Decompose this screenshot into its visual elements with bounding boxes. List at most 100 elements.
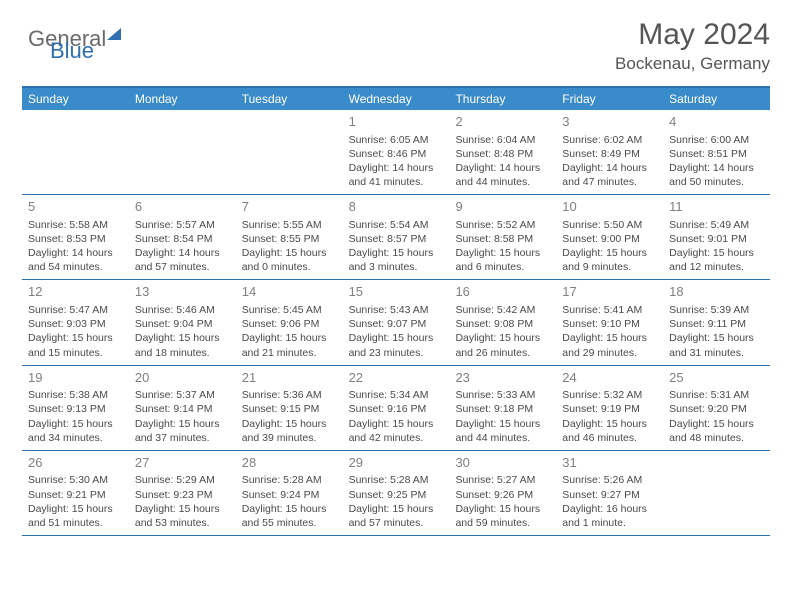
daylight-text: Daylight: 14 hours and 57 minutes.	[135, 246, 230, 274]
day-number: 10	[562, 198, 657, 216]
dow-tuesday: Tuesday	[236, 88, 343, 110]
daylight-text: Daylight: 15 hours and 59 minutes.	[455, 502, 550, 530]
daylight-text: Daylight: 14 hours and 41 minutes.	[349, 161, 444, 189]
sunrise-text: Sunrise: 5:57 AM	[135, 218, 230, 232]
day-number: 15	[349, 283, 444, 301]
dow-friday: Friday	[556, 88, 663, 110]
daylight-text: Daylight: 15 hours and 34 minutes.	[28, 417, 123, 445]
calendar-page: General May 2024 Bockenau, Germany Blue …	[0, 0, 792, 554]
day-number: 6	[135, 198, 230, 216]
day-cell: 17Sunrise: 5:41 AMSunset: 9:10 PMDayligh…	[556, 280, 663, 364]
day-cell: 25Sunrise: 5:31 AMSunset: 9:20 PMDayligh…	[663, 366, 770, 450]
daylight-text: Daylight: 15 hours and 6 minutes.	[455, 246, 550, 274]
sunrise-text: Sunrise: 5:30 AM	[28, 473, 123, 487]
sunset-text: Sunset: 8:54 PM	[135, 232, 230, 246]
sunrise-text: Sunrise: 5:42 AM	[455, 303, 550, 317]
day-cell: 23Sunrise: 5:33 AMSunset: 9:18 PMDayligh…	[449, 366, 556, 450]
sunrise-text: Sunrise: 5:43 AM	[349, 303, 444, 317]
day-cell: 24Sunrise: 5:32 AMSunset: 9:19 PMDayligh…	[556, 366, 663, 450]
day-cell: 4Sunrise: 6:00 AMSunset: 8:51 PMDaylight…	[663, 110, 770, 194]
day-number: 26	[28, 454, 123, 472]
day-cell: 3Sunrise: 6:02 AMSunset: 8:49 PMDaylight…	[556, 110, 663, 194]
sunset-text: Sunset: 8:51 PM	[669, 147, 764, 161]
sunset-text: Sunset: 8:55 PM	[242, 232, 337, 246]
day-cell: 18Sunrise: 5:39 AMSunset: 9:11 PMDayligh…	[663, 280, 770, 364]
day-number: 25	[669, 369, 764, 387]
sunset-text: Sunset: 9:13 PM	[28, 402, 123, 416]
day-cell: 12Sunrise: 5:47 AMSunset: 9:03 PMDayligh…	[22, 280, 129, 364]
daylight-text: Daylight: 15 hours and 9 minutes.	[562, 246, 657, 274]
sunrise-text: Sunrise: 6:00 AM	[669, 133, 764, 147]
sunrise-text: Sunrise: 5:37 AM	[135, 388, 230, 402]
sunset-text: Sunset: 9:20 PM	[669, 402, 764, 416]
sunset-text: Sunset: 9:11 PM	[669, 317, 764, 331]
sunrise-text: Sunrise: 5:39 AM	[669, 303, 764, 317]
daylight-text: Daylight: 15 hours and 39 minutes.	[242, 417, 337, 445]
daylight-text: Daylight: 15 hours and 37 minutes.	[135, 417, 230, 445]
day-number: 23	[455, 369, 550, 387]
day-cell: 6 Sunrise: 5:57 AMSunset: 8:54 PMDaylight…	[129, 195, 236, 279]
sunset-text: Sunset: 8:46 PM	[349, 147, 444, 161]
day-cell: 16Sunrise: 5:42 AMSunset: 9:08 PMDayligh…	[449, 280, 556, 364]
daylight-text: Daylight: 15 hours and 51 minutes.	[28, 502, 123, 530]
day-cell: 19Sunrise: 5:38 AMSunset: 9:13 PMDayligh…	[22, 366, 129, 450]
sunrise-text: Sunrise: 5:28 AM	[349, 473, 444, 487]
day-number: 21	[242, 369, 337, 387]
daylight-text: Daylight: 14 hours and 50 minutes.	[669, 161, 764, 189]
day-number: 3	[562, 113, 657, 131]
daylight-text: Daylight: 14 hours and 44 minutes.	[455, 161, 550, 189]
day-cell: 20Sunrise: 5:37 AMSunset: 9:14 PMDayligh…	[129, 366, 236, 450]
dow-wednesday: Wednesday	[343, 88, 450, 110]
sunset-text: Sunset: 9:23 PM	[135, 488, 230, 502]
logo-text-blue: Blue	[50, 38, 94, 63]
day-number: 5	[28, 198, 123, 216]
week-row: 26Sunrise: 5:30 AMSunset: 9:21 PMDayligh…	[22, 451, 770, 536]
day-cell: 1Sunrise: 6:05 AMSunset: 8:46 PMDaylight…	[343, 110, 450, 194]
day-cell	[129, 110, 236, 194]
sunset-text: Sunset: 9:00 PM	[562, 232, 657, 246]
day-number: 13	[135, 283, 230, 301]
sunrise-text: Sunrise: 5:33 AM	[455, 388, 550, 402]
sunset-text: Sunset: 9:25 PM	[349, 488, 444, 502]
sunset-text: Sunset: 9:06 PM	[242, 317, 337, 331]
sunrise-text: Sunrise: 6:04 AM	[455, 133, 550, 147]
sunrise-text: Sunrise: 5:38 AM	[28, 388, 123, 402]
sunrise-text: Sunrise: 6:02 AM	[562, 133, 657, 147]
sunrise-text: Sunrise: 5:55 AM	[242, 218, 337, 232]
day-cell: 11Sunrise: 5:49 AMSunset: 9:01 PMDayligh…	[663, 195, 770, 279]
sunrise-text: Sunrise: 5:49 AM	[669, 218, 764, 232]
calendar-grid: Sunday Monday Tuesday Wednesday Thursday…	[22, 86, 770, 536]
sunset-text: Sunset: 9:08 PM	[455, 317, 550, 331]
day-cell: 26Sunrise: 5:30 AMSunset: 9:21 PMDayligh…	[22, 451, 129, 535]
day-cell: 10Sunrise: 5:50 AMSunset: 9:00 PMDayligh…	[556, 195, 663, 279]
day-cell	[22, 110, 129, 194]
day-number: 7	[242, 198, 337, 216]
day-number: 9	[455, 198, 550, 216]
daylight-text: Daylight: 15 hours and 12 minutes.	[669, 246, 764, 274]
day-number: 27	[135, 454, 230, 472]
sunrise-text: Sunrise: 5:54 AM	[349, 218, 444, 232]
daylight-text: Daylight: 15 hours and 0 minutes.	[242, 246, 337, 274]
day-cell: 8Sunrise: 5:54 AMSunset: 8:57 PMDaylight…	[343, 195, 450, 279]
dow-monday: Monday	[129, 88, 236, 110]
day-number: 16	[455, 283, 550, 301]
daylight-text: Daylight: 16 hours and 1 minute.	[562, 502, 657, 530]
day-number: 2	[455, 113, 550, 131]
title-block: May 2024 Bockenau, Germany	[615, 18, 770, 74]
day-cell: 30Sunrise: 5:27 AMSunset: 9:26 PMDayligh…	[449, 451, 556, 535]
week-row: 5Sunrise: 5:58 AMSunset: 8:53 PMDaylight…	[22, 195, 770, 280]
daylight-text: Daylight: 15 hours and 21 minutes.	[242, 331, 337, 359]
sunrise-text: Sunrise: 6:05 AM	[349, 133, 444, 147]
day-number: 29	[349, 454, 444, 472]
daylight-text: Daylight: 15 hours and 48 minutes.	[669, 417, 764, 445]
day-cell: 28Sunrise: 5:28 AMSunset: 9:24 PMDayligh…	[236, 451, 343, 535]
sunset-text: Sunset: 9:18 PM	[455, 402, 550, 416]
day-cell: 5Sunrise: 5:58 AMSunset: 8:53 PMDaylight…	[22, 195, 129, 279]
day-cell: 31Sunrise: 5:26 AMSunset: 9:27 PMDayligh…	[556, 451, 663, 535]
day-cell: 7 Sunrise: 5:55 AMSunset: 8:55 PMDaylight…	[236, 195, 343, 279]
sunset-text: Sunset: 8:53 PM	[28, 232, 123, 246]
day-cell: 27Sunrise: 5:29 AMSunset: 9:23 PMDayligh…	[129, 451, 236, 535]
daylight-text: Daylight: 15 hours and 53 minutes.	[135, 502, 230, 530]
sunset-text: Sunset: 9:04 PM	[135, 317, 230, 331]
location-label: Bockenau, Germany	[615, 54, 770, 74]
